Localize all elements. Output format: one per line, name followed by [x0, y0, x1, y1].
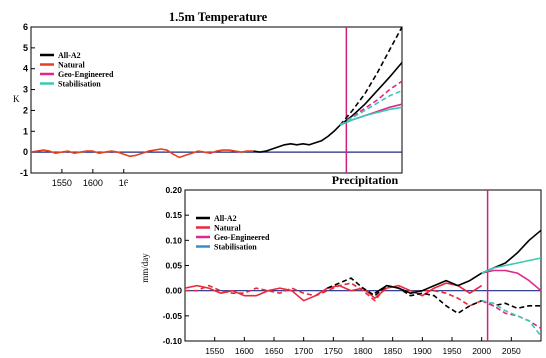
stabilisation-projection-line: [481, 257, 542, 274]
stabilisation-projection-line: [339, 106, 403, 126]
legend-label: Geo-Engineered: [58, 70, 114, 79]
x-tick-label: 1800: [354, 346, 373, 356]
temperature-lines: [30, 26, 403, 173]
all-a2-dashed-history-line: [327, 277, 483, 315]
geo-engineered-dashed-projection-line: [339, 80, 403, 126]
y-tick-label: 4: [23, 64, 28, 74]
precipitation-ylabel: mm/day: [140, 253, 150, 283]
x-tick-label: 1850: [383, 346, 402, 356]
y-tick-label: 2: [23, 105, 28, 115]
x-tick-label: 1900: [413, 346, 432, 356]
x-tick-label: 1700: [294, 346, 313, 356]
y-tick-label: 0.20: [165, 185, 182, 195]
natural-history-line: [184, 282, 483, 302]
x-tick-label: 1550: [205, 346, 224, 356]
x-tick-label: 1650: [265, 346, 284, 356]
temperature-x-ticks: 1550 1600 16: [52, 169, 129, 188]
y-tick-label: 1: [23, 126, 28, 136]
all-a2-history-line: [253, 124, 341, 153]
temperature-title: 1.5m Temperature: [169, 10, 268, 24]
precipitation-panel: Precipitation mm/day -0.10 -0.05 0.00 0.05 0…: [126, 173, 546, 358]
natural-history-line: [30, 148, 254, 159]
precipitation-title: Precipitation: [332, 173, 399, 187]
y-tick-label: 0.15: [165, 210, 182, 220]
y-tick-label: -0.05: [163, 311, 183, 321]
legend-label: All-A2: [58, 51, 81, 60]
geo-engineered-dashed-projection-line: [481, 299, 542, 330]
precipitation-background: [126, 183, 546, 358]
precipitation-x-ticks: 1550 1600 1650 1700 1750 1800 1850 1900 1950 2000…: [205, 337, 521, 356]
legend-label: Stabilisation: [58, 80, 101, 89]
all-a2-projection-line: [339, 61, 403, 126]
legend-label: Stabilisation: [214, 243, 257, 252]
y-tick-label: 6: [23, 22, 28, 32]
x-tick-label: 1550: [52, 178, 72, 188]
precipitation-lines: [184, 190, 542, 341]
x-tick-label: 1750: [324, 346, 343, 356]
x-tick-label: 1600: [235, 346, 254, 356]
y-tick-label: 3: [23, 85, 28, 95]
all-a2-dashed-projection-line: [339, 26, 403, 126]
stabilisation-dashed-projection-line: [481, 299, 542, 337]
natural-dashed-history-line: [185, 282, 483, 307]
y-tick-label: 0.10: [165, 235, 182, 245]
x-tick-label: 16: [119, 178, 129, 188]
x-tick-label: 1950: [443, 346, 462, 356]
y-tick-label: -1: [20, 168, 28, 178]
x-tick-label: 1600: [83, 178, 103, 188]
legend-label: Natural: [214, 224, 241, 233]
temperature-ylabel: K: [13, 94, 20, 104]
x-tick-label: 2000: [472, 346, 491, 356]
y-tick-label: 0: [23, 147, 28, 157]
y-tick-label: -0.10: [163, 336, 183, 346]
legend-label: Geo-Engineered: [214, 233, 270, 242]
legend-label: All-A2: [214, 214, 237, 223]
temperature-plot-frame: [30, 26, 403, 174]
geo-engineered-projection-line: [481, 269, 542, 292]
y-tick-label: 0.05: [165, 261, 182, 271]
y-tick-label: 5: [23, 43, 28, 53]
x-tick-label: 2050: [502, 346, 521, 356]
y-tick-label: 0.00: [165, 286, 182, 296]
stabilisation-dashed-projection-line: [339, 89, 403, 126]
temperature-y-ticks: -1 0 1 2 3 4 5 6: [20, 22, 35, 178]
legend-label: Natural: [58, 61, 85, 70]
